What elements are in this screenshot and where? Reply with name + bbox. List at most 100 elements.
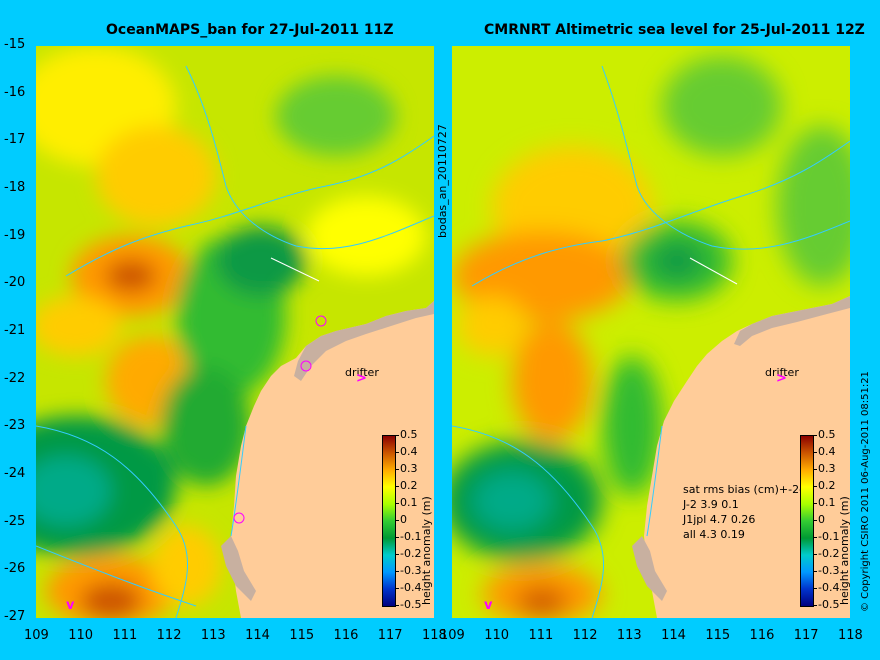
x-tick-label: 109 (24, 628, 49, 643)
x-tick-label: 114 (245, 628, 270, 643)
colorbar-tick-mark (813, 435, 817, 436)
colorbar-tick-mark (813, 571, 817, 572)
stats-header: sat rms bias (cm)+-2d (683, 483, 807, 496)
colorbar-tick-mark (813, 452, 817, 453)
colorbar-tick-mark (395, 537, 399, 538)
stats-row: J-2 3.9 0.1 (683, 498, 739, 511)
x-tick-label: 110 (484, 628, 510, 643)
y-tick-label: -25 (4, 513, 26, 529)
x-tick-label: 114 (661, 628, 686, 643)
x-tick-label: 115 (289, 628, 315, 643)
x-tick-label: 117 (793, 628, 819, 643)
left-map-svg (36, 46, 434, 618)
colorbar-tick-mark (813, 469, 817, 470)
colorbar-tick-mark (813, 520, 817, 521)
left-panel-title: OceanMAPS_ban for 27-Jul-2011 11Z (106, 22, 394, 38)
left-drifter-label: drifter (345, 366, 379, 379)
y-tick-label: -19 (4, 227, 26, 243)
y-tick-label: -22 (4, 370, 26, 386)
right-drifter-label: drifter (765, 366, 799, 379)
right-panel-title: CMRNRT Altimetric sea level for 25-Jul-2… (484, 22, 865, 38)
colorbar-tick-mark (813, 537, 817, 538)
colorbar-tick-mark (395, 486, 399, 487)
x-tick-label: 113 (616, 628, 642, 643)
x-tick-label: 110 (68, 628, 94, 643)
x-tick-label: 116 (333, 628, 359, 643)
x-tick-label: 117 (377, 628, 403, 643)
colorbar-tick-label: -0.5 (818, 598, 840, 611)
y-tick-label: -15 (4, 37, 26, 52)
left-map-panel[interactable] (36, 46, 434, 618)
colorbar-tick-label: -0.2 (400, 547, 422, 560)
x-tick-label: 111 (112, 628, 138, 643)
x-tick-label: 118 (838, 628, 863, 643)
right-drifter-v-icon: v (484, 598, 493, 613)
colorbar-tick-label: -0.5 (400, 598, 422, 611)
colorbar-tick-mark (395, 605, 399, 606)
x-tick-label: 111 (528, 628, 554, 643)
colorbar-tick-mark (813, 588, 817, 589)
left-colorbar (382, 435, 396, 607)
x-tick-label: 113 (200, 628, 226, 643)
run-id-label: bodas_an_20110727 (436, 124, 449, 238)
colorbar-tick-mark (395, 503, 399, 504)
x-tick-label: 115 (705, 628, 731, 643)
colorbar-tick-label: 0.5 (818, 428, 836, 441)
y-tick-label: -20 (4, 275, 26, 291)
right-map-panel[interactable] (452, 46, 850, 618)
colorbar-tick-mark (395, 588, 399, 589)
colorbar-tick-mark (395, 571, 399, 572)
y-tick-label: -18 (4, 180, 26, 195)
colorbar-tick-label: 0.5 (400, 428, 418, 441)
colorbar-tick-label: 0.3 (400, 462, 418, 475)
y-tick-label: -26 (4, 561, 26, 577)
colorbar-tick-mark (395, 435, 399, 436)
y-tick-label: -16 (4, 84, 26, 100)
y-tick-label: -24 (4, 466, 26, 481)
y-tick-label: -17 (4, 132, 26, 148)
satellite-stats: sat rms bias (cm)+-2d J-2 3.9 0.1 J1jpl … (683, 482, 806, 542)
colorbar-tick-mark (395, 469, 399, 470)
stats-row: J1jpl 4.7 0.26 (683, 513, 756, 526)
colorbar-tick-label: -0.4 (818, 581, 840, 594)
colorbar-tick-label: -0.1 (818, 530, 840, 543)
y-tick-label: -23 (4, 418, 26, 434)
left-drifter-v-icon: v (66, 598, 75, 613)
colorbar-tick-label: 0.1 (400, 496, 418, 509)
colorbar-tick-mark (395, 520, 399, 521)
colorbar-tick-mark (813, 554, 817, 555)
colorbar-tick-mark (813, 486, 817, 487)
y-tick-label: -21 (4, 323, 26, 338)
x-tick-label: 112 (156, 628, 182, 643)
colorbar-tick-label: 0.2 (400, 479, 418, 492)
right-map-svg (452, 46, 850, 618)
colorbar-tick-mark (813, 605, 817, 606)
left-drifter-arrow-icon: > (356, 371, 367, 386)
right-drifter-arrow-icon: > (776, 371, 787, 386)
y-tick-label: -27 (4, 609, 26, 624)
colorbar-tick-label: -0.4 (400, 581, 422, 594)
colorbar-tick-label: -0.3 (400, 564, 422, 577)
colorbar-tick-label: 0.1 (818, 496, 836, 509)
right-colorbar (800, 435, 814, 607)
colorbar-tick-mark (395, 554, 399, 555)
colorbar-tick-label: 0 (400, 513, 407, 526)
colorbar-tick-mark (813, 503, 817, 504)
colorbar-tick-mark (395, 452, 399, 453)
copyright-label: © Copyright CSIRO 2011 06-Aug-2011 08:51… (860, 371, 871, 612)
left-colorbar-label: height anomaly (m) (420, 496, 433, 605)
x-tick-label: 116 (749, 628, 775, 643)
colorbar-tick-label: -0.1 (400, 530, 422, 543)
colorbar-tick-label: 0 (818, 513, 825, 526)
colorbar-tick-label: 0.4 (400, 445, 418, 458)
colorbar-tick-label: -0.3 (818, 564, 840, 577)
colorbar-tick-label: -0.2 (818, 547, 840, 560)
colorbar-tick-label: 0.4 (818, 445, 836, 458)
colorbar-tick-label: 0.2 (818, 479, 836, 492)
right-colorbar-label: height anomaly (m) (838, 496, 851, 605)
x-tick-label: 109 (440, 628, 465, 643)
x-tick-label: 112 (572, 628, 598, 643)
x-tick-label: 118 (422, 628, 447, 643)
stats-row: all 4.3 0.19 (683, 528, 745, 541)
colorbar-tick-label: 0.3 (818, 462, 836, 475)
